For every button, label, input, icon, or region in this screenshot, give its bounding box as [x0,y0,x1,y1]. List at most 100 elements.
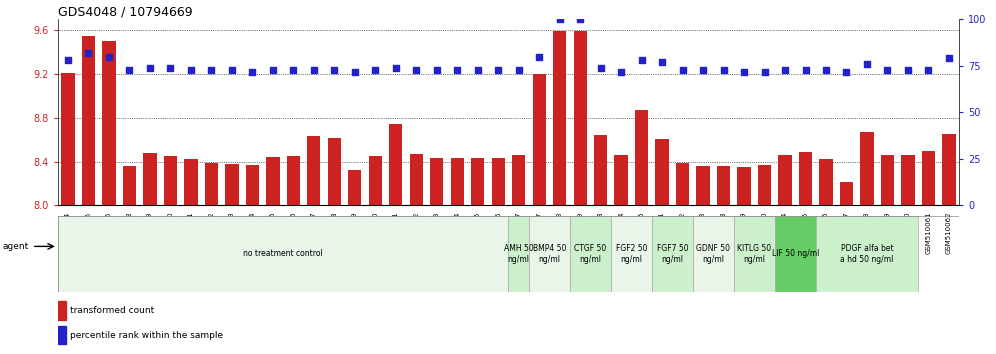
Point [879,67,895,73]
Text: GDNF 50
ng/ml: GDNF 50 ng/ml [696,244,730,264]
Point [142,65,158,71]
Point [327,67,343,73]
Point [224,67,240,73]
Bar [775,216,816,292]
Bar [840,182,854,205]
Point [265,67,281,73]
Point [818,67,834,73]
Bar [184,159,197,205]
Point [531,54,547,59]
Bar [163,156,177,205]
Bar [287,156,300,205]
Point [552,17,568,22]
Point [941,56,957,61]
Bar [734,216,775,292]
Point [757,69,773,74]
Bar [635,110,648,205]
Text: no treatment control: no treatment control [243,250,323,258]
Point [614,69,629,74]
Bar [651,216,693,292]
Bar [615,155,627,205]
Bar [816,216,918,292]
Text: KITLG 50
ng/ml: KITLG 50 ng/ml [737,244,771,264]
Text: FGF7 50
ng/ml: FGF7 50 ng/ml [656,244,688,264]
Bar [246,165,259,205]
Point [347,69,363,74]
Bar [62,73,75,205]
Point [593,65,609,71]
Point [183,67,199,73]
Text: GDS4048 / 10794669: GDS4048 / 10794669 [58,5,192,18]
Bar [717,166,730,205]
Point [244,69,260,74]
Bar [450,158,464,205]
Bar [553,32,567,205]
Bar [594,135,608,205]
Bar [820,159,833,205]
Bar [942,134,955,205]
Point [490,67,506,73]
Bar [533,74,546,205]
Bar [655,139,668,205]
Bar [430,158,443,205]
Point [736,69,752,74]
Point [408,67,424,73]
Point [286,67,302,73]
Bar [512,155,525,205]
Point [306,67,322,73]
Point [101,54,117,59]
Point [715,67,731,73]
Point [511,67,527,73]
Bar [696,166,710,205]
Bar [758,165,771,205]
Text: AMH 50
ng/ml: AMH 50 ng/ml [504,244,534,264]
Point [900,67,916,73]
Bar [737,167,751,205]
Point [859,61,874,67]
Point [449,67,465,73]
Point [572,17,588,22]
Bar [676,163,689,205]
Text: agent: agent [3,242,29,251]
Point [368,67,383,73]
Bar [307,136,321,205]
Point [429,67,445,73]
Bar [389,124,402,205]
Point [633,58,649,63]
Point [203,67,219,73]
Bar [509,216,529,292]
Point [695,67,711,73]
Bar [778,155,792,205]
Bar [205,163,218,205]
Point [470,67,486,73]
Point [654,59,670,65]
Bar [492,158,505,205]
Bar [225,164,239,205]
Point [60,58,76,63]
Text: transformed count: transformed count [71,306,154,315]
Point [122,67,137,73]
Bar [574,32,587,205]
Point [798,67,814,73]
Text: percentile rank within the sample: percentile rank within the sample [71,331,223,339]
Bar [58,216,509,292]
Bar [103,41,116,205]
Text: LIF 50 ng/ml: LIF 50 ng/ml [772,250,819,258]
Bar [349,170,362,205]
Bar [880,155,894,205]
Bar [58,301,66,320]
Bar [570,216,611,292]
Text: BMP4 50
ng/ml: BMP4 50 ng/ml [533,244,566,264]
Bar [409,154,423,205]
Point [920,67,936,73]
Text: PDGF alfa bet
a hd 50 ng/ml: PDGF alfa bet a hd 50 ng/ml [841,244,893,264]
Text: FGF2 50
ng/ml: FGF2 50 ng/ml [616,244,647,264]
Point [162,65,178,71]
Bar [266,157,280,205]
Bar [58,326,66,344]
Text: CTGF 50
ng/ml: CTGF 50 ng/ml [575,244,607,264]
Bar [328,138,341,205]
Bar [471,158,484,205]
Point [839,69,855,74]
Point [777,67,793,73]
